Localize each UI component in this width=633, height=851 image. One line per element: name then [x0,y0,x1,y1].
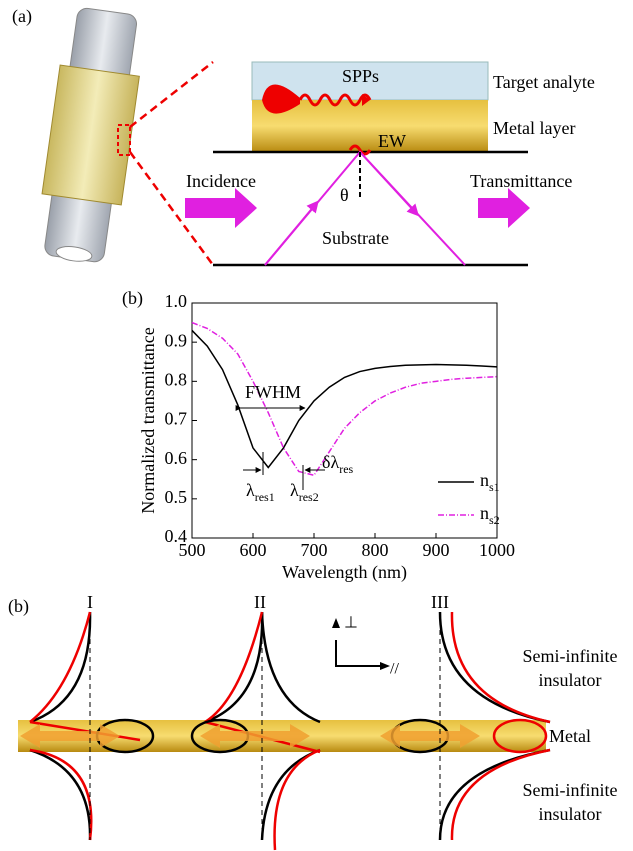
region-label: insulator [539,670,602,690]
axis-icon-label: ⊥ [344,615,358,632]
x-tick-label: 700 [301,540,328,560]
label: EW [378,131,406,151]
mode-label: II [254,592,266,612]
panel-c: (b) I II III ⊥ // Semi-infinite insulato… [8,592,618,850]
x-axis-label: Wavelength (nm) [282,562,407,583]
label: Substrate [322,228,389,248]
incidence-arrow [185,188,257,228]
label: SPPs [342,66,379,86]
axes-icon [332,618,390,670]
arrow [360,152,415,212]
mode-label: I [87,592,93,612]
text-sub: res1 [255,490,275,504]
x-tick-label: 1000 [479,540,515,560]
series-line [192,323,497,476]
text-sub: s1 [489,480,500,494]
zoom-line [130,62,213,127]
text-sub: res2 [299,490,319,504]
region-label: Semi-infinite [523,646,618,666]
y-tick-label: 1.0 [165,291,188,311]
panel-label: (b) [122,288,143,309]
axes-icon [336,640,382,666]
x-tick-label: 500 [179,540,206,560]
text-main: n [480,503,489,523]
y-tick-label: 0.7 [165,409,188,429]
y-tick-label: 0.5 [165,487,188,507]
panel-label: (a) [12,6,32,27]
region-label: Metal [549,726,591,746]
x-tick-label: 800 [362,540,389,560]
y-tick-label: 0.8 [165,369,188,389]
label: θ [340,185,349,205]
label: Target analyte [493,72,595,92]
x-tick-label: 900 [423,540,450,560]
annotation: FWHM [245,382,301,402]
y-tick-label: 0.9 [165,330,188,350]
annotation: λres1 [246,480,275,504]
label: Incidence [186,171,256,191]
plot-frame [192,303,497,538]
x-tick-label: 600 [240,540,267,560]
output-arrow [478,188,530,228]
annotation: δλres [322,452,354,476]
label: Metal layer [493,118,575,138]
text-main: λ [290,480,299,500]
text-main: λ [246,480,255,500]
series-line [192,330,497,467]
y-tick-label: 0.6 [165,448,188,468]
mode-label: III [431,592,449,612]
text-main: δλ [322,452,339,472]
text-sub: s2 [489,513,500,527]
arrow [265,205,315,265]
text-sub: res [339,462,353,476]
label: Transmittance [470,171,572,191]
region-label: insulator [539,804,602,824]
panel-label: (b) [8,596,29,617]
panel-a: (a) SPPs Target analyte Metal layer EW I… [12,6,595,267]
axis-icon-label: // [390,661,399,678]
y-axis-label: Normalized transmittance [138,327,158,513]
region-label: Semi-infinite [523,780,618,800]
text-main: n [480,470,489,490]
figure: (a) SPPs Target analyte Metal layer EW I… [0,0,633,851]
annotation: λres2 [290,480,319,504]
